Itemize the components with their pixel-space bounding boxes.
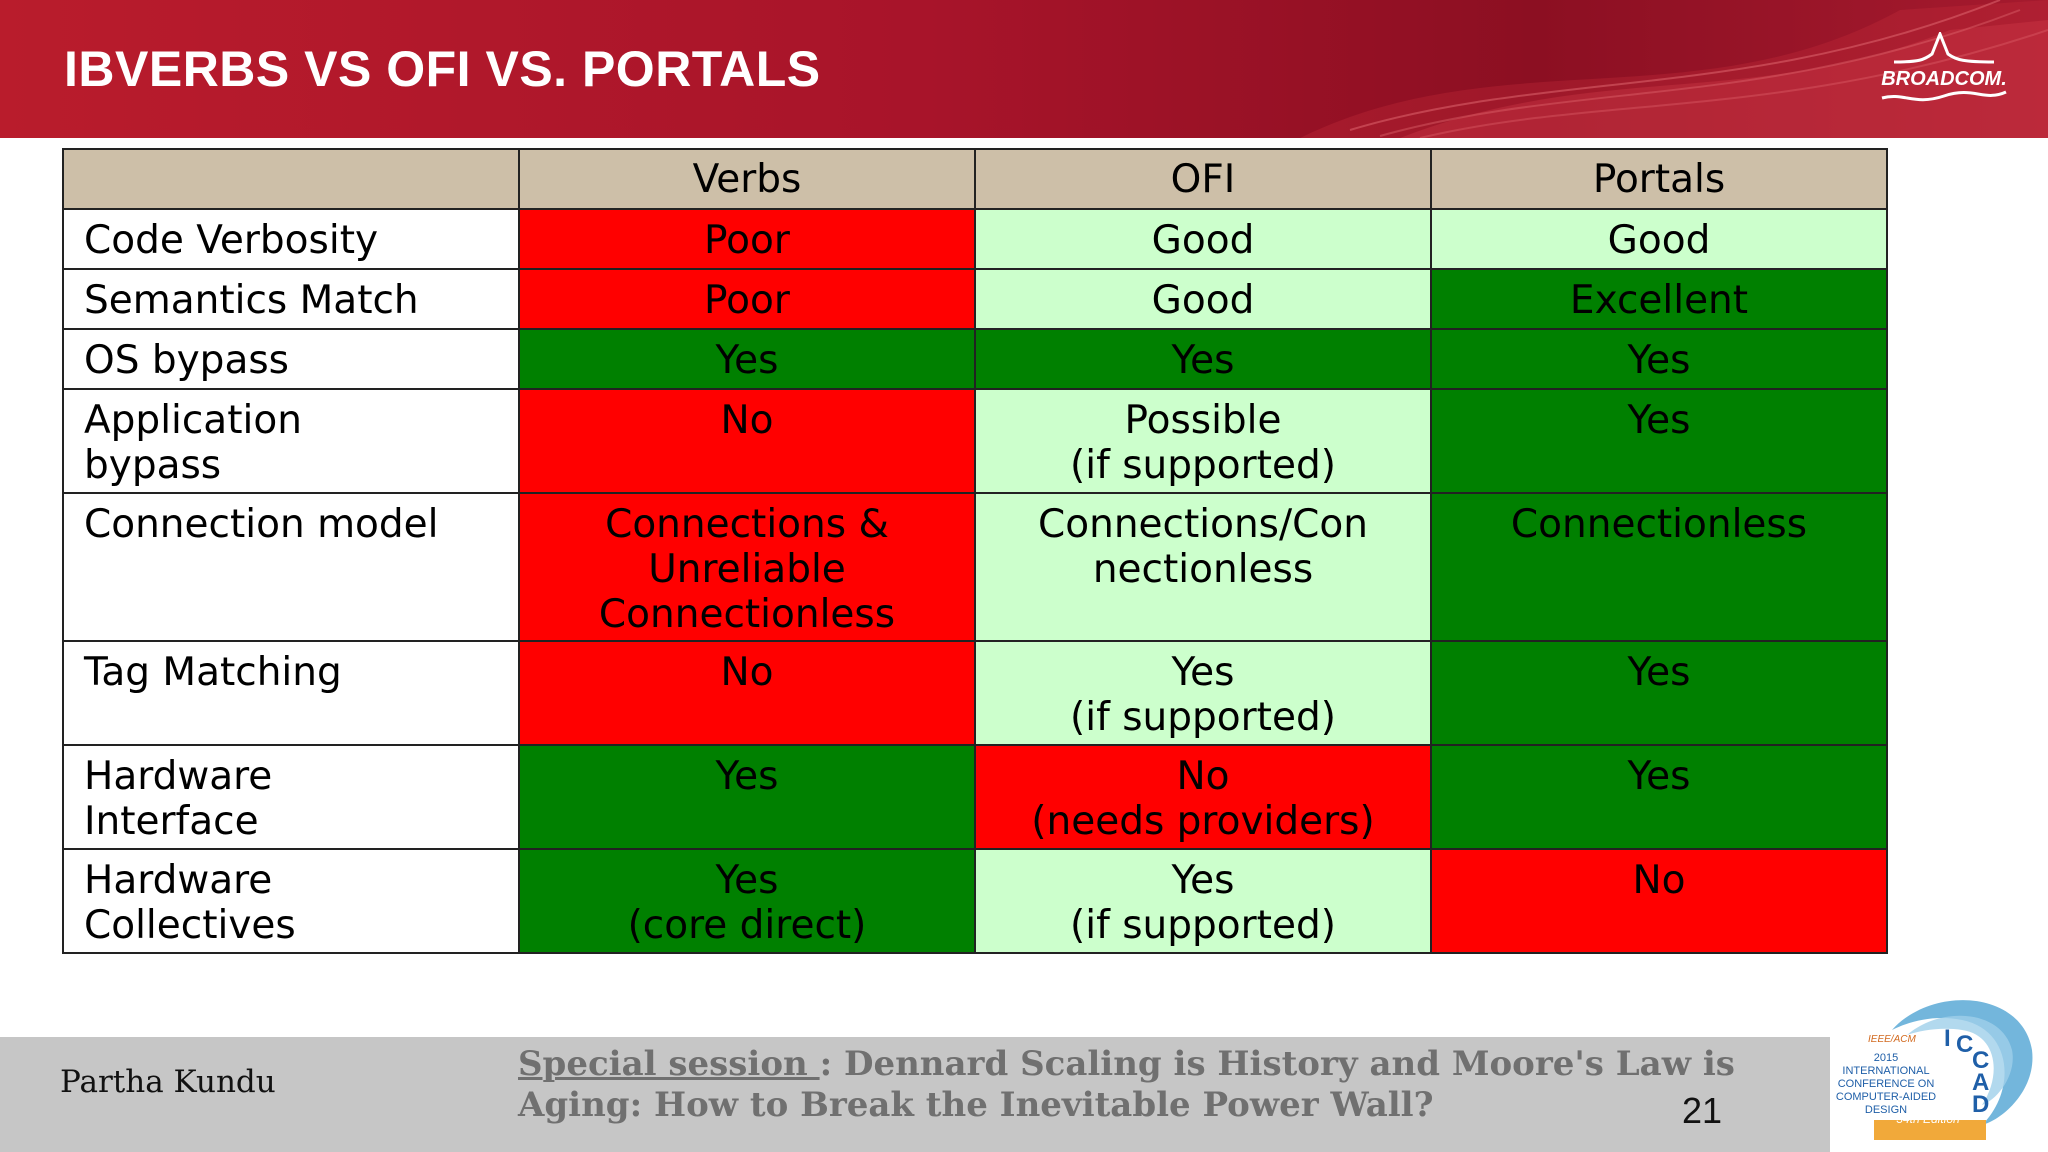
conference-line: DESIGN [1864, 1104, 1908, 1116]
broadcom-logo: BROADCOM. [1874, 29, 2014, 112]
table-row: Hardware Interface Yes No (needs provide… [62, 744, 1888, 850]
broadcom-swoosh-icon [1881, 90, 2007, 102]
header-ofi: OFI [974, 148, 1432, 210]
table-row: Semantics Match Poor Good Excellent [62, 268, 1888, 330]
cell-portals: Yes [1430, 328, 1888, 390]
cell-portals: Excellent [1430, 268, 1888, 330]
header-verbs: Verbs [518, 148, 976, 210]
session-text: : Dennard Scaling is History and Moore's… [518, 1044, 1735, 1125]
cell-verbs: Poor [518, 268, 976, 330]
conference-name: 2015 INTERNATIONAL CONFERENCE ON COMPUTE… [1832, 1052, 1940, 1117]
cell-portals: Good [1430, 208, 1888, 270]
table-row: OS bypass Yes Yes Yes [62, 328, 1888, 390]
page-number: 21 [1682, 1090, 1723, 1131]
table-row: Hardware Collectives Yes (core direct) Y… [62, 848, 1888, 954]
conference-edition: 34th Edition [1896, 1112, 1960, 1126]
row-label: Code Verbosity [62, 208, 520, 270]
table-row: Application bypass No Possible (if suppo… [62, 388, 1888, 494]
row-label: Connection model [62, 492, 520, 642]
slide-header: IBVERBS VS OFI VS. PORTALS BROADCOM. [0, 0, 2048, 138]
conference-line: COMPUTER-AIDED [1835, 1091, 1937, 1103]
row-label: OS bypass [62, 328, 520, 390]
table-header-row: Verbs OFI Portals [62, 148, 1888, 210]
header-corner [62, 148, 520, 210]
row-label: Application bypass [62, 388, 520, 494]
cell-verbs: Connections & Unreliable Connectionless [518, 492, 976, 642]
cell-ofi: Good [974, 268, 1432, 330]
slide-footer [0, 1037, 1830, 1152]
conference-line: 2015 INTERNATIONAL [1842, 1052, 1930, 1077]
iccad-logo: I C C A D [1874, 1000, 2033, 1140]
cell-ofi: Possible (if supported) [974, 388, 1432, 494]
row-label: Semantics Match [62, 268, 520, 330]
cell-ofi: Good [974, 208, 1432, 270]
cell-verbs: No [518, 640, 976, 746]
cell-verbs: No [518, 388, 976, 494]
cell-ofi: Yes (if supported) [974, 640, 1432, 746]
row-label: Hardware Collectives [62, 848, 520, 954]
cell-verbs: Yes [518, 744, 976, 850]
broadcom-pulse-icon [1893, 29, 1995, 64]
cell-ofi: Yes [974, 328, 1432, 390]
conference-line: CONFERENCE ON [1837, 1078, 1935, 1090]
comparison-table: Verbs OFI Portals Code Verbosity Poor Go… [62, 148, 1888, 954]
logo-letter-i: I [1944, 1025, 1951, 1052]
row-label: Tag Matching [62, 640, 520, 746]
session-title: Special session : Dennard Scaling is His… [518, 1044, 1808, 1126]
conference-ieee-label: IEEE/ACM [1868, 1034, 1916, 1045]
cell-ofi: Yes (if supported) [974, 848, 1432, 954]
cell-ofi: Connections/Con nectionless [974, 492, 1432, 642]
logo-letter-c1: C [1956, 1031, 1973, 1058]
slide-title: IBVERBS VS OFI VS. PORTALS [64, 41, 821, 97]
cell-verbs: Yes (core direct) [518, 848, 976, 954]
logo-letter-a: A [1972, 1069, 1989, 1096]
cell-verbs: Yes [518, 328, 976, 390]
cell-portals: Connectionless [1430, 492, 1888, 642]
header-portals: Portals [1430, 148, 1888, 210]
header-wave-graphic [1300, 0, 2048, 138]
cell-verbs: Poor [518, 208, 976, 270]
row-label: Hardware Interface [62, 744, 520, 850]
author-name: Partha Kundu [60, 1064, 276, 1100]
logo-letter-d: D [1972, 1091, 1989, 1118]
table-row: Code Verbosity Poor Good Good [62, 208, 1888, 270]
edition-ribbon [1874, 1120, 1986, 1140]
table-row: Tag Matching No Yes (if supported) Yes [62, 640, 1888, 746]
cell-portals: Yes [1430, 744, 1888, 850]
cell-portals: Yes [1430, 640, 1888, 746]
cell-portals: Yes [1430, 388, 1888, 494]
cell-portals: No [1430, 848, 1888, 954]
logo-letter-c2: C [1972, 1047, 1989, 1074]
session-lead: Special session [518, 1044, 820, 1084]
table-row: Connection model Connections & Unreliabl… [62, 492, 1888, 642]
cell-ofi: No (needs providers) [974, 744, 1432, 850]
